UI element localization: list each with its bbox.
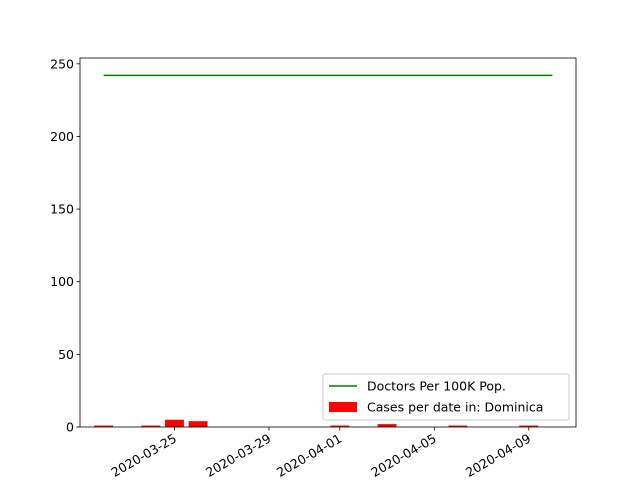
bar-2020-03-24 [141, 425, 161, 427]
y-tick-label: 150 [50, 202, 74, 217]
legend-label: Cases per date in: Dominica [367, 400, 543, 415]
y-tick-label: 200 [50, 129, 74, 144]
bar-2020-04-06 [448, 425, 468, 427]
legend: Doctors Per 100K Pop. Cases per date in: … [322, 373, 570, 421]
legend-box [322, 373, 570, 421]
bar-2020-04-09 [519, 425, 539, 427]
y-tick-label: 250 [50, 56, 74, 71]
bar-2020-03-25 [165, 419, 184, 427]
bar-2020-04-01 [330, 425, 350, 427]
y-tick-label: 50 [58, 347, 74, 362]
legend-bar-swatch [329, 402, 357, 412]
y-tick-label: 100 [50, 274, 74, 289]
legend-label: Doctors Per 100K Pop. [367, 379, 506, 394]
axes-frame [79, 57, 577, 428]
y-tick-label: 0 [66, 420, 74, 435]
bar-2020-03-22 [94, 425, 114, 427]
bar-2020-03-26 [188, 421, 208, 427]
bar-2020-04-03 [377, 424, 397, 427]
plot-area [94, 74, 553, 427]
